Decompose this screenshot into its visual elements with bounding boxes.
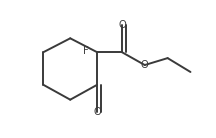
Text: O: O	[93, 107, 101, 117]
Text: O: O	[118, 20, 126, 30]
Text: O: O	[141, 60, 149, 70]
Text: F: F	[83, 46, 89, 56]
